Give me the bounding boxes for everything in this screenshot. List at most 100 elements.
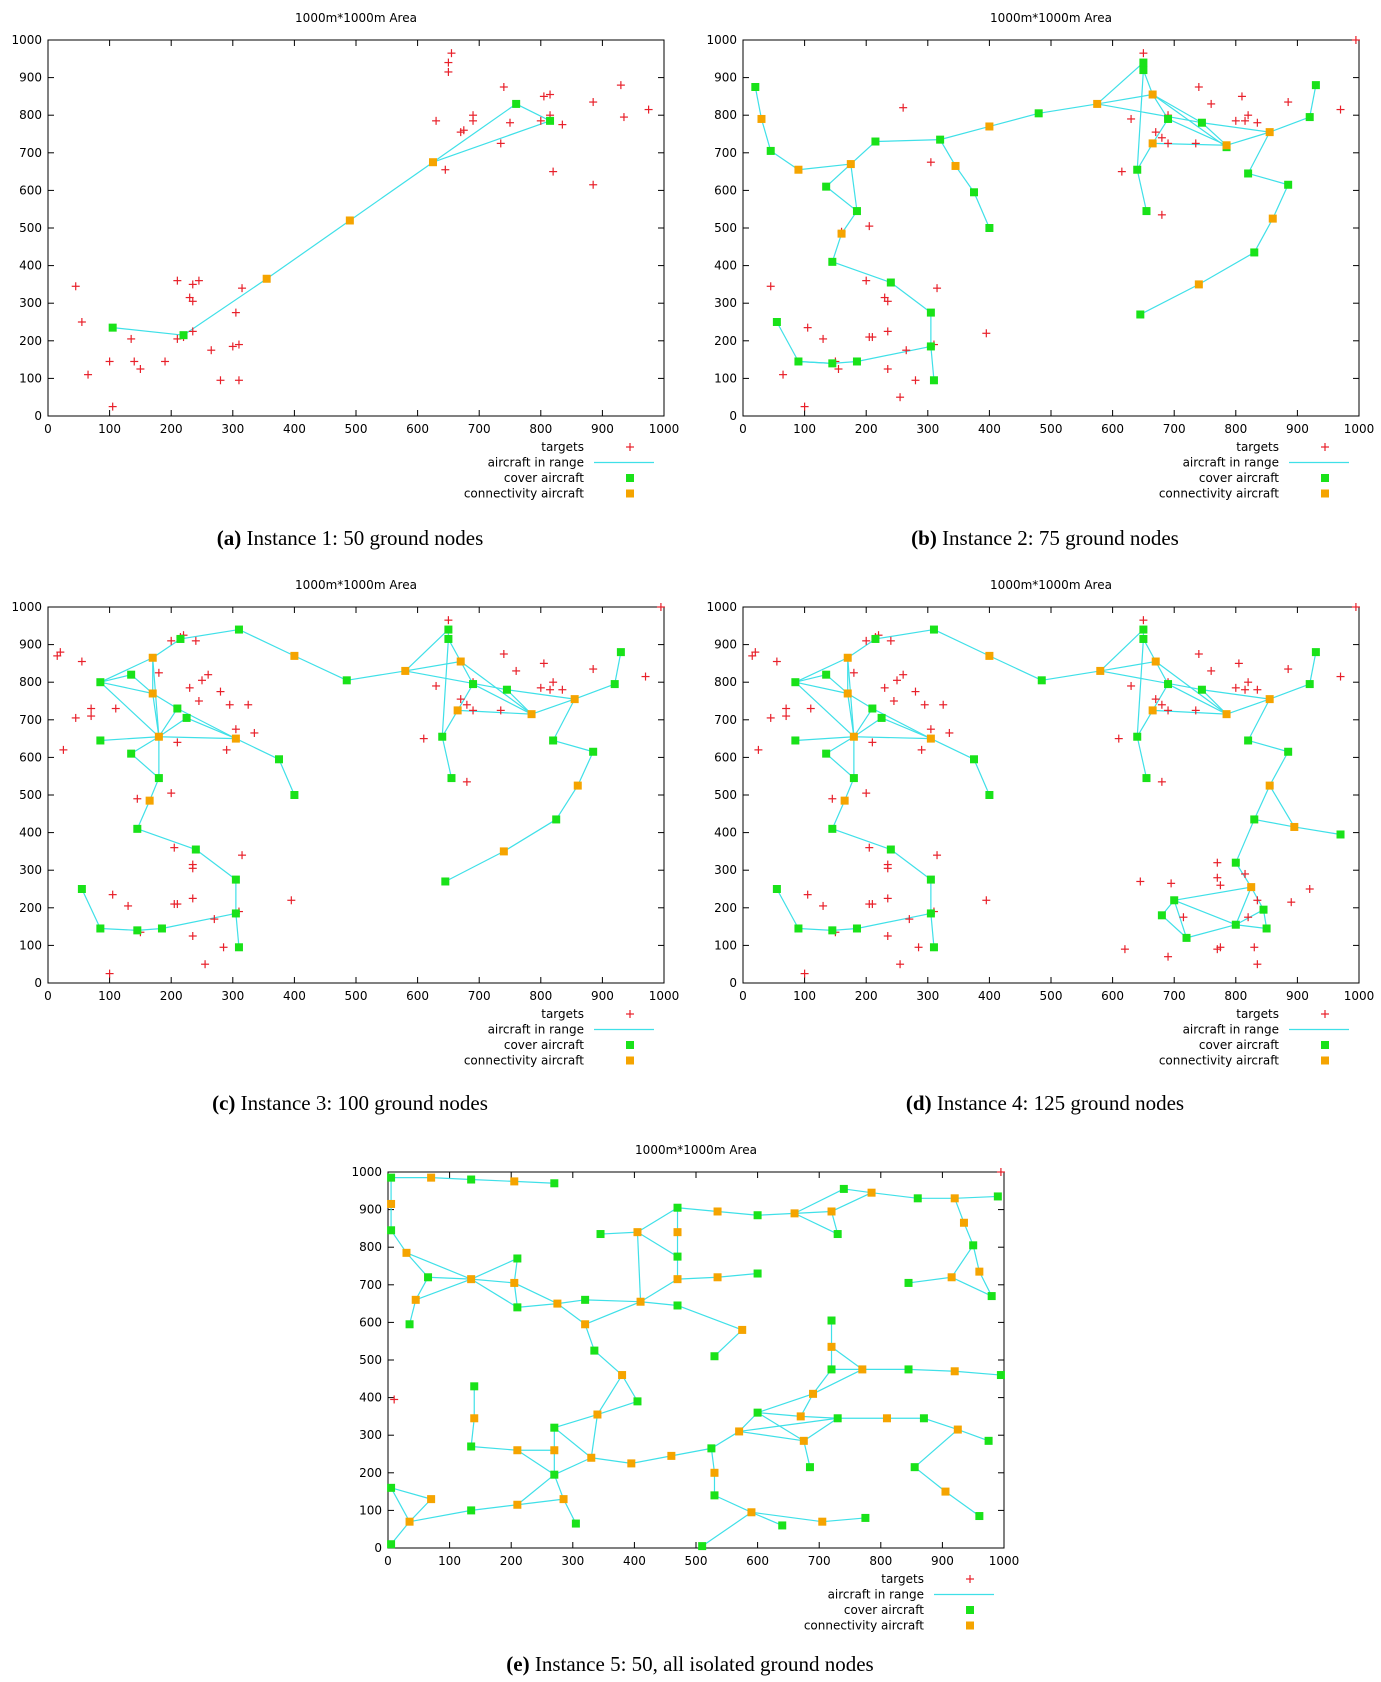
link-line <box>832 927 858 931</box>
link-line <box>757 1393 814 1414</box>
target-point <box>754 745 763 754</box>
target-point <box>108 890 117 899</box>
target-point <box>188 894 197 903</box>
link-line <box>100 674 132 683</box>
connectivity-aircraft-point <box>796 1412 805 1421</box>
link-line <box>717 1272 758 1278</box>
cover-aircraft-point <box>96 678 105 687</box>
x-tick-label: 1000 <box>649 989 680 1003</box>
cover-aircraft-point <box>550 1179 559 1188</box>
link-line <box>908 1276 952 1284</box>
link-line <box>933 629 990 657</box>
target-point <box>390 1395 399 1404</box>
link-line <box>798 163 851 171</box>
chart-svg: 1000m*1000m Area 00 100 100 200 200 300 300 400 4… <box>351 1143 1019 1633</box>
connectivity-aircraft-point <box>673 1228 682 1237</box>
target-point <box>1241 685 1250 694</box>
target-point <box>616 81 625 90</box>
target-point <box>945 728 954 737</box>
target-point <box>849 668 858 677</box>
link-line <box>470 1257 518 1280</box>
link-line <box>636 1232 642 1302</box>
chart-panel-c: 1000m*1000m Area 0 0 100 100 200 200 300 300 400 4… <box>0 567 690 1087</box>
link-line <box>760 118 772 152</box>
y-tick-label: 600 <box>19 183 42 197</box>
link-line <box>957 1428 989 1442</box>
cover-aircraft-point <box>133 824 142 833</box>
y-tick-label: 200 <box>714 334 737 348</box>
links-layer <box>81 628 622 948</box>
target-point <box>868 900 877 909</box>
connectivity-aircraft-point <box>148 689 157 698</box>
link-line <box>843 1188 872 1194</box>
connectivity-aircraft-point <box>738 1325 747 1334</box>
cover-aircraft-point <box>673 1301 682 1310</box>
x-tick-label: 300 <box>916 989 939 1003</box>
x-tick-label: 500 <box>1040 989 1063 1003</box>
cover-aircraft-point <box>441 877 450 886</box>
connectivity-aircraft-point <box>429 158 437 167</box>
cover-aircraft-point <box>791 736 800 745</box>
y-tick-label: 400 <box>19 826 42 840</box>
target-point <box>893 676 901 685</box>
target-point <box>194 697 203 705</box>
target-point <box>444 616 453 625</box>
link-line <box>1235 862 1252 888</box>
cover-aircraft-point <box>179 331 188 340</box>
connectivity-aircraft-point <box>573 781 582 790</box>
link-line <box>856 912 931 930</box>
target-point <box>469 116 478 125</box>
link-line <box>1309 652 1317 685</box>
target-point <box>234 376 243 385</box>
link-line <box>406 1252 472 1280</box>
link-line <box>514 1180 555 1184</box>
link-line <box>585 1299 641 1303</box>
target-point <box>77 657 86 666</box>
target-point <box>244 700 253 709</box>
connectivity-aircraft-point <box>510 1177 519 1186</box>
y-tick-label: 200 <box>19 901 42 915</box>
link-line <box>1152 683 1169 711</box>
link-line <box>621 1374 638 1402</box>
cover-aircraft-point <box>849 774 858 783</box>
cover-aircraft-point <box>828 359 837 368</box>
link-line <box>637 1231 678 1258</box>
y-tick-label: 500 <box>714 788 737 802</box>
connectivity-aircraft-point <box>262 274 271 283</box>
target-point <box>868 738 877 747</box>
target-point <box>469 706 478 715</box>
target-point <box>896 393 905 402</box>
link-line <box>1201 122 1270 133</box>
target-point <box>902 346 911 355</box>
y-tick-label: 300 <box>19 296 42 310</box>
cover-aircraft-point <box>589 747 598 756</box>
connectivity-aircraft-point <box>858 1365 867 1374</box>
x-tick-label: 600 <box>746 1554 769 1568</box>
link-line <box>100 736 159 742</box>
cover-aircraft-point <box>1133 165 1142 174</box>
connectivity-aircraft-point <box>510 1278 519 1287</box>
link-line <box>1152 93 1203 124</box>
link-line <box>989 655 1043 681</box>
link-line <box>640 1301 678 1307</box>
x-tick-label: 800 <box>1224 989 1247 1003</box>
target-point <box>238 851 247 860</box>
link-line <box>471 1504 518 1511</box>
connectivity-aircraft-point <box>735 1427 744 1436</box>
link-line <box>1136 638 1144 737</box>
cover-aircraft-point <box>1197 118 1206 127</box>
x-tick-label: 900 <box>1286 989 1309 1003</box>
target-point <box>1231 116 1240 125</box>
link-line <box>1226 131 1270 146</box>
cover-aircraft-point <box>970 188 978 197</box>
target-point <box>806 704 815 713</box>
target-point <box>225 700 234 709</box>
legend-connectivity-marker <box>626 1056 634 1065</box>
target-point <box>238 284 247 293</box>
y-tick-label: 300 <box>19 863 42 877</box>
link-line <box>100 681 153 695</box>
cover-aircraft-point <box>929 376 938 385</box>
link-line <box>517 1498 564 1506</box>
target-point <box>1151 695 1160 704</box>
cover-aircraft-point <box>913 1194 922 1203</box>
